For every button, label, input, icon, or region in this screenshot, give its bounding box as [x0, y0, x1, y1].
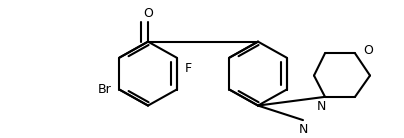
Text: O: O — [143, 7, 153, 20]
Text: F: F — [185, 62, 192, 75]
Text: Br: Br — [98, 83, 112, 96]
Text: N: N — [298, 123, 308, 136]
Text: O: O — [363, 44, 373, 57]
Text: N: N — [316, 99, 326, 112]
